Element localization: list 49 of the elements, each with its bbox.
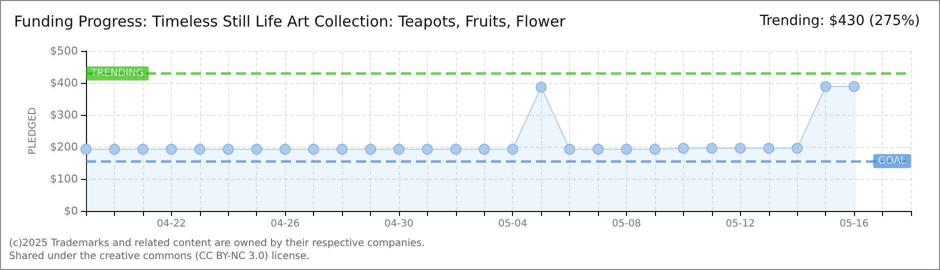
point <box>621 144 632 155</box>
text: Shared under the creative commons (CC BY-NC 3.0) license. <box>9 251 310 262</box>
point <box>536 82 547 93</box>
point <box>251 144 262 155</box>
point <box>308 144 320 155</box>
ref-line-label: GOAL <box>878 156 906 167</box>
point <box>108 144 120 155</box>
point <box>393 144 404 155</box>
x-tick-label: 05-08 <box>612 218 642 230</box>
point <box>848 81 860 92</box>
text: Trademarks and related content are owned by their respective companies. <box>50 238 425 249</box>
point <box>507 144 518 155</box>
point <box>450 144 462 155</box>
point <box>166 144 177 155</box>
point <box>820 81 832 92</box>
point <box>564 144 576 155</box>
y-tick-label: $0 <box>64 204 78 218</box>
point <box>706 142 718 154</box>
chart-title: Funding Progress: Timeless Still Life Art Collection: Teapots, Fruits, Flower <box>14 12 566 30</box>
point <box>336 144 348 155</box>
point <box>592 144 604 155</box>
x-tick-label: 05-12 <box>726 218 755 230</box>
y-axis-title: PLEDGED <box>28 107 38 155</box>
point <box>222 144 234 155</box>
x-tick-label: 04-30 <box>384 218 414 230</box>
y-tick-label: $400 <box>50 76 78 90</box>
point <box>422 144 433 155</box>
point <box>137 144 148 155</box>
point <box>478 144 490 155</box>
y-tick-label: $200 <box>50 140 78 154</box>
y-tick-label: $300 <box>50 108 78 122</box>
point <box>364 144 376 155</box>
x-tick-label: 04-22 <box>156 218 186 230</box>
point <box>792 142 803 154</box>
point <box>280 144 291 155</box>
point <box>734 142 746 154</box>
point <box>763 142 774 154</box>
point <box>678 142 689 154</box>
point <box>80 144 92 155</box>
y-tick-label: $500 <box>50 44 78 58</box>
x-tick-label: 05-16 <box>840 218 869 230</box>
x-tick-label: 04-26 <box>270 218 300 230</box>
text: (c)2025 <box>9 238 48 249</box>
chart-subtitle: Trending: $430 (275%) <box>758 13 920 29</box>
x-tick-label: 05-04 <box>498 218 528 230</box>
y-tick-label: $100 <box>50 172 78 186</box>
point <box>649 144 660 155</box>
point <box>194 144 206 155</box>
ref-line-label: TRENDING <box>90 68 144 79</box>
